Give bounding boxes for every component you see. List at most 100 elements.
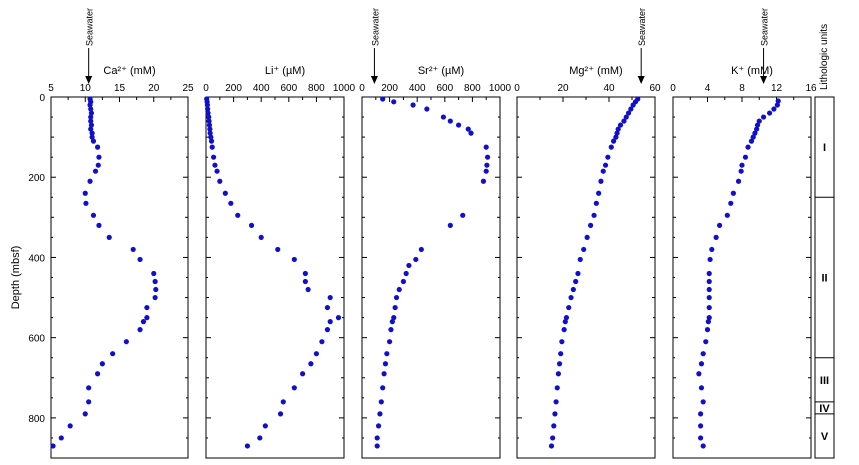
seawater-label: Seawater [637, 8, 647, 46]
data-point [614, 130, 620, 136]
data-point [566, 304, 572, 311]
data-point [58, 435, 64, 441]
data-point [378, 399, 384, 405]
data-point [144, 304, 150, 311]
data-point [706, 270, 712, 277]
panel-frame [672, 96, 812, 459]
seawater-arrowhead [760, 76, 768, 84]
x-tick-label: 600 [436, 83, 453, 94]
data-point [700, 443, 706, 449]
data-point [706, 286, 712, 293]
data-point [556, 361, 563, 367]
data-point [568, 294, 574, 301]
x-tick-label: 200 [381, 83, 398, 94]
data-point [327, 319, 333, 325]
data-point [623, 114, 629, 120]
data-point [123, 339, 129, 345]
data-point [205, 110, 211, 116]
data-point [739, 162, 745, 168]
data-point [584, 234, 590, 240]
data-point [562, 319, 568, 325]
data-point [50, 443, 56, 449]
data-point [625, 110, 632, 116]
data-point [775, 98, 781, 104]
data-point [707, 256, 713, 263]
data-point [87, 102, 93, 108]
data-point [748, 138, 755, 144]
lithology-unit-label: II [821, 273, 827, 285]
data-point [300, 371, 306, 377]
data-point [573, 278, 579, 285]
data-point [210, 154, 217, 160]
data-point [754, 122, 761, 128]
data-point [745, 144, 751, 150]
data-point [396, 286, 402, 293]
x-tick-label: 0 [203, 83, 209, 94]
data-point [381, 371, 387, 377]
data-point [151, 270, 157, 277]
data-point [324, 327, 331, 333]
data-point [313, 351, 319, 357]
data-point [94, 144, 101, 150]
x-tick-label: 60 [649, 83, 661, 94]
data-point [563, 315, 570, 321]
data-point [88, 118, 94, 124]
data-point [206, 118, 212, 124]
data-point [96, 222, 102, 228]
data-point [628, 106, 634, 112]
lithology-unit-label: IV [819, 403, 830, 415]
data-point [319, 339, 325, 345]
x-tick-label: 20 [557, 83, 569, 94]
data-point [613, 134, 619, 140]
data-point [335, 315, 342, 321]
data-point [698, 411, 704, 417]
data-point [302, 270, 308, 277]
data-point [750, 134, 756, 140]
data-point [377, 411, 383, 417]
data-point [248, 222, 255, 228]
x-tick-label: 5 [48, 83, 54, 94]
data-point [374, 435, 380, 441]
data-point [94, 371, 101, 377]
x-tick-label: 600 [280, 83, 297, 94]
data-point [82, 190, 88, 196]
data-point [735, 178, 742, 184]
data-point [387, 339, 393, 345]
data-point [228, 200, 234, 206]
data-point [593, 200, 599, 206]
x-tick-label: 800 [464, 83, 481, 94]
data-point [484, 154, 491, 160]
data-point [465, 126, 471, 132]
data-point [552, 411, 558, 417]
data-point [484, 162, 490, 168]
panel-frame [205, 96, 345, 459]
data-point [153, 286, 159, 293]
data-point [698, 435, 704, 441]
data-point [88, 110, 95, 116]
data-point [480, 178, 487, 184]
data-point [106, 234, 112, 240]
data-point [244, 443, 250, 449]
data-point [716, 222, 723, 228]
data-point [483, 168, 489, 174]
data-point [90, 138, 97, 144]
data-point [724, 212, 730, 218]
data-point [440, 114, 447, 120]
data-point [555, 371, 562, 377]
seawater-arrowhead [637, 76, 645, 84]
data-point [706, 304, 712, 311]
y-tick-label: 800 [28, 414, 45, 425]
data-point [382, 361, 389, 367]
data-point [222, 190, 228, 196]
data-point [87, 178, 93, 184]
data-point [212, 162, 218, 168]
data-point [418, 246, 424, 253]
data-point [262, 423, 268, 429]
x-tick-label: 16 [805, 83, 817, 94]
x-tick-label: 0 [359, 83, 365, 94]
y-axis-label: Depth (mbsf) [10, 246, 22, 310]
data-point [400, 278, 406, 285]
data-point [380, 96, 386, 102]
data-point [205, 106, 211, 112]
